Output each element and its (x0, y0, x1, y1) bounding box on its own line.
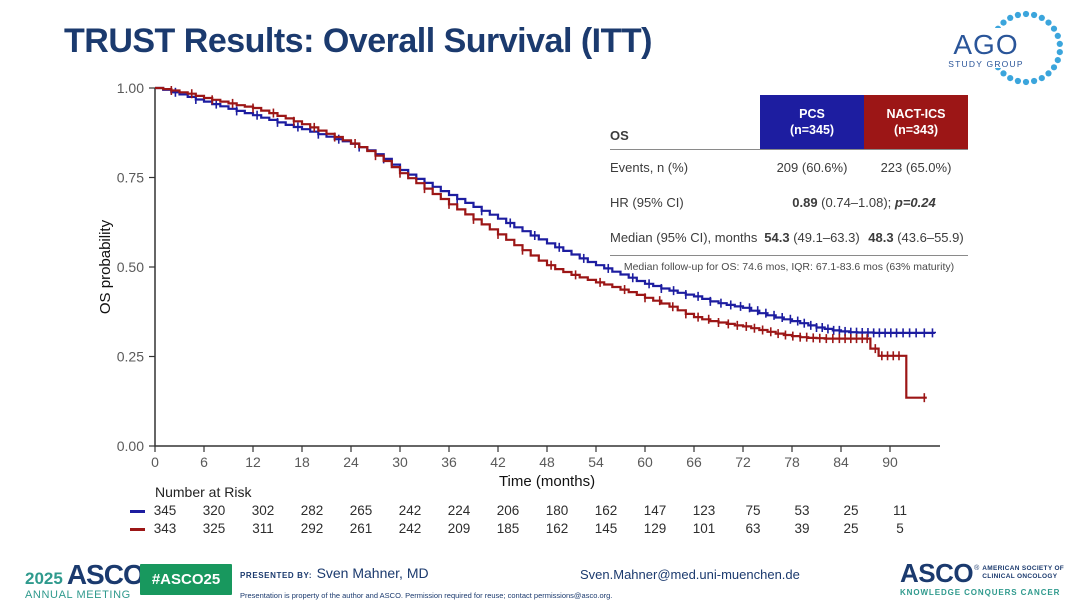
ago-text-backdrop (948, 28, 1014, 68)
hr-row: HR (95% CI) 0.89 (0.74–1.08); p=0.24 (610, 185, 968, 220)
x-tick-label: 60 (637, 454, 653, 470)
os-stats-table: OS PCS (n=345) NACT-ICS (n=343) Events, … (610, 95, 968, 273)
asco-society-name-1: AMERICAN SOCIETY OF (982, 564, 1065, 572)
stats-corner-label: OS (610, 128, 629, 143)
ago-dot (1045, 70, 1052, 77)
y-tick-label: 0.75 (117, 170, 144, 186)
events-label: Events, n (%) (610, 160, 689, 175)
y-axis-title: OS probability (97, 219, 114, 314)
asco-year: 2025 (25, 569, 63, 588)
stats-divider-top (610, 149, 968, 150)
median-nact-value: 48.3 (43.6–55.9) (864, 230, 968, 245)
ago-logo-text: AGO (953, 29, 1018, 60)
ago-dot (1038, 14, 1045, 21)
asco-society-logo: ASCO ® AMERICAN SOCIETY OF CLINICAL ONCO… (900, 560, 1070, 597)
x-tick-label: 18 (294, 454, 310, 470)
y-tick-label: 0.25 (117, 349, 144, 365)
nact-header-line2: (n=343) (893, 123, 939, 137)
median-pcs-ci: (49.1–63.3) (789, 230, 860, 245)
asco-society-name-2: CLINICAL ONCOLOGY (982, 573, 1058, 580)
stats-divider-bottom (610, 255, 968, 256)
ago-dot (1014, 11, 1021, 19)
nact-header-cell: NACT-ICS (n=343) (864, 95, 968, 149)
ago-dot (1022, 78, 1030, 86)
x-axis-title: Time (months) (499, 473, 595, 490)
ago-dot (1038, 75, 1045, 82)
x-tick-label: 30 (392, 454, 408, 470)
ago-dot (1000, 19, 1007, 26)
x-tick-label: 0 (151, 454, 159, 470)
x-tick-label: 24 (343, 454, 359, 470)
pcs-header-line1: PCS (799, 106, 825, 121)
x-tick-label: 90 (882, 454, 898, 470)
hr-pvalue: p=0.24 (894, 195, 936, 210)
presented-by-label: PRESENTED BY: (240, 571, 313, 580)
asco-annual-meeting-logo: 2025 ASCO ANNUAL MEETING (25, 559, 145, 601)
hr-value: 0.89 (0.74–1.08); p=0.24 (760, 195, 968, 210)
events-row: Events, n (%) 209 (60.6%) 223 (65.0%) (610, 150, 968, 185)
events-nact-value: 223 (65.0%) (880, 160, 952, 175)
presented-by-block: PRESENTED BY: Sven Mahner, MD Presentati… (240, 565, 612, 600)
ago-dot (1000, 70, 1007, 77)
x-tick-label: 36 (441, 454, 457, 470)
nact-header-line1: NACT-ICS (886, 106, 946, 121)
y-tick-label: 0.00 (117, 438, 144, 454)
pcs-header-cell: PCS (n=345) (760, 95, 864, 149)
ago-dot (1050, 64, 1058, 71)
x-tick-label: 6 (200, 454, 208, 470)
median-pcs-estimate: 54.3 (764, 230, 790, 245)
hr-label: HR (95% CI) (610, 195, 684, 210)
registered-mark: ® (974, 564, 980, 572)
ago-dot (1054, 32, 1061, 39)
median-nact-ci: (43.6–55.9) (893, 230, 964, 245)
asco-tagline: KNOWLEDGE CONQUERS CANCER (900, 588, 1061, 597)
page-title: TRUST Results: Overall Survival (ITT) (64, 22, 652, 60)
x-tick-label: 54 (588, 454, 604, 470)
ago-study-group-logo: AGO STUDY GROUP (948, 10, 1063, 86)
x-tick-label: 78 (784, 454, 800, 470)
median-label: Median (95% CI), months (610, 230, 758, 245)
nact-ics-curve (155, 86, 927, 399)
events-pcs-value: 209 (60.6%) (776, 160, 848, 175)
hr-ci: (0.74–1.08); (817, 195, 895, 210)
ago-dot (1045, 19, 1052, 26)
followup-note: Median follow-up for OS: 74.6 mos, IQR: … (623, 261, 955, 273)
x-tick-label: 42 (490, 454, 506, 470)
median-pcs-value: 54.3 (49.1–63.3) (760, 230, 864, 245)
ago-dot (1056, 40, 1063, 48)
hr-estimate: 0.89 (792, 195, 818, 210)
ago-dot (1054, 57, 1061, 64)
ago-dot (1022, 10, 1030, 18)
nact-ics-censor-marks (170, 86, 926, 403)
y-tick-label: 1.00 (117, 80, 144, 96)
x-tick-label: 66 (686, 454, 702, 470)
median-row: Median (95% CI), months 54.3 (49.1–63.3)… (610, 220, 968, 255)
y-tick-label: 0.50 (117, 259, 144, 275)
asco-wordmark: ASCO (66, 559, 145, 590)
ago-dot (1031, 77, 1038, 85)
presenter-name: Sven Mahner, MD (316, 565, 429, 581)
x-tick-label: 84 (833, 454, 849, 470)
presenter-email: Sven.Mahner@med.uni-muenchen.de (580, 567, 800, 582)
annual-meeting-label: ANNUAL MEETING (25, 589, 131, 601)
ago-dot (1014, 77, 1021, 85)
pcs-header-line2: (n=345) (789, 123, 835, 137)
hashtag-badge: #ASCO25 (140, 564, 232, 595)
footer: 2025 ASCO ANNUAL MEETING #ASCO25 PRESENT… (0, 556, 1080, 608)
disclaimer-text: Presentation is property of the author a… (240, 591, 613, 600)
stats-header-row: OS PCS (n=345) NACT-ICS (n=343) (610, 95, 968, 149)
x-tick-label: 48 (539, 454, 555, 470)
ago-dot (1056, 49, 1063, 56)
x-tick-label: 12 (245, 454, 261, 470)
ago-logo-subtext: STUDY GROUP (948, 59, 1023, 69)
ago-dot (1007, 14, 1014, 21)
x-tick-label: 72 (735, 454, 751, 470)
asco-society-wordmark: ASCO (900, 558, 974, 588)
ago-dot (1050, 25, 1058, 32)
ago-dot (1031, 11, 1038, 19)
ago-dot (1007, 75, 1014, 82)
median-nact-estimate: 48.3 (868, 230, 894, 245)
